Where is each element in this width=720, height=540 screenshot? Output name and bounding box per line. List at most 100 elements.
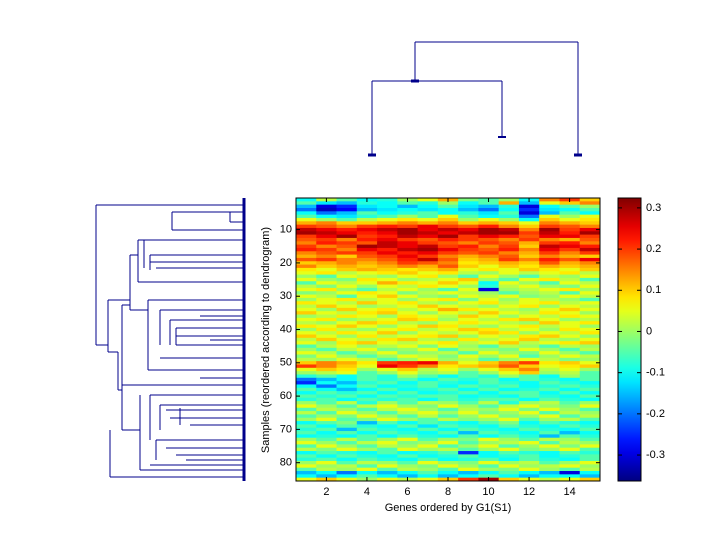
- heatmap-cell: [498, 441, 520, 445]
- heatmap-cell: [458, 434, 479, 439]
- heatmap-cell: [417, 281, 439, 285]
- heatmap-cell: [437, 211, 459, 216]
- heatmap-cell: [579, 404, 601, 409]
- heatmap-cell: [336, 261, 358, 265]
- heatmap-cell: [397, 327, 418, 332]
- heatmap-cell: [458, 334, 479, 339]
- heatmap-cell: [417, 384, 439, 389]
- heatmap-cell: [316, 301, 337, 305]
- heatmap-cell: [296, 204, 317, 209]
- heatmap-cell: [316, 367, 337, 372]
- heatmap-cell: [478, 237, 500, 242]
- heatmap-cell: [579, 241, 601, 246]
- heatmap-cell: [377, 367, 398, 372]
- heatmap-cell: [397, 364, 418, 369]
- heatmap-cell: [478, 357, 500, 362]
- heatmap-cell: [296, 347, 317, 352]
- heatmap-cell: [316, 314, 337, 319]
- heatmap-cell: [417, 427, 439, 432]
- heatmap-cell: [377, 427, 398, 432]
- heatmap-cell: [296, 224, 317, 229]
- heatmap-cell: [559, 214, 581, 219]
- heatmap-cell: [296, 377, 317, 382]
- heatmap-cell: [356, 224, 378, 229]
- heatmap-cell: [518, 354, 540, 359]
- heatmap-cell: [518, 437, 540, 442]
- heatmap-cell: [397, 387, 418, 392]
- heatmap-cell: [296, 401, 317, 405]
- heatmap-cell: [417, 457, 439, 462]
- heatmap-cell: [377, 254, 398, 259]
- heatmap-cell: [296, 354, 317, 359]
- heatmap-cell: [356, 461, 378, 465]
- heatmap-cell: [296, 407, 317, 412]
- heatmap-cell: [579, 454, 601, 459]
- heatmap-cell: [296, 321, 317, 325]
- heatmap-cell: [437, 247, 459, 252]
- heatmap-cell: [559, 237, 581, 242]
- heatmap-cell: [579, 444, 601, 449]
- heatmap-cell: [336, 284, 358, 289]
- heatmap-cell: [437, 271, 459, 275]
- heatmap-cell: [579, 294, 601, 299]
- heatmap-cell: [559, 311, 581, 315]
- heatmap-cell: [539, 198, 560, 202]
- heatmap-cell: [518, 364, 540, 369]
- heatmap-cell: [458, 454, 479, 459]
- heatmap-cell: [559, 417, 581, 422]
- heatmap-cell: [397, 447, 418, 452]
- heatmap-cell: [356, 287, 378, 292]
- heatmap-cell: [336, 471, 358, 475]
- heatmap-cell: [478, 441, 500, 445]
- heatmap-cell: [377, 314, 398, 319]
- heatmap-cell: [336, 461, 358, 465]
- heatmap-cell: [356, 274, 378, 279]
- heatmap-cell: [336, 427, 358, 432]
- heatmap-cell: [579, 457, 601, 462]
- heatmap-cell: [377, 417, 398, 422]
- heatmap-cell: [498, 404, 520, 409]
- heatmap-cell: [296, 364, 317, 369]
- heatmap-cell: [437, 474, 459, 479]
- heatmap-cell: [518, 377, 540, 382]
- heatmap-cell: [437, 404, 459, 409]
- heatmap-cell: [316, 281, 337, 285]
- heatmap-cell: [377, 324, 398, 329]
- heatmap-cell: [397, 357, 418, 362]
- heatmap-cell: [478, 341, 500, 345]
- heatmap-cell: [579, 414, 601, 419]
- heatmap-cell: [377, 464, 398, 469]
- heatmap-cell: [437, 304, 459, 309]
- heatmap-cell: [498, 457, 520, 462]
- heatmap-cell: [356, 394, 378, 399]
- heatmap-cell: [458, 397, 479, 402]
- heatmap-cell: [336, 344, 358, 349]
- heatmap-cell: [498, 231, 520, 236]
- heatmap-cell: [356, 414, 378, 419]
- heatmap-cell: [518, 411, 540, 415]
- heatmap-cell: [498, 281, 520, 285]
- heatmap-cell: [437, 417, 459, 422]
- heatmap-cell: [336, 354, 358, 359]
- heatmap-cell: [316, 247, 337, 252]
- heatmap-cell: [397, 241, 418, 246]
- heatmap-cell: [579, 271, 601, 275]
- y-tick-label: 70: [280, 423, 292, 435]
- heatmap-cell: [336, 441, 358, 445]
- heatmap-cell: [417, 344, 439, 349]
- heatmap-cell: [539, 247, 560, 252]
- heatmap-cell: [458, 337, 479, 342]
- heatmap-cell: [478, 371, 500, 375]
- heatmap-cell: [498, 341, 520, 345]
- heatmap-cell: [296, 357, 317, 362]
- heatmap-cell: [316, 291, 337, 295]
- heatmap-cell: [478, 367, 500, 372]
- heatmap-cell: [518, 227, 540, 232]
- heatmap-cell: [539, 311, 560, 315]
- heatmap-cell: [437, 254, 459, 259]
- heatmap-cell: [518, 457, 540, 462]
- heatmap-cell: [559, 234, 581, 239]
- heatmap-cell: [417, 411, 439, 415]
- heatmap-cell: [498, 291, 520, 295]
- heatmap-cell: [539, 291, 560, 295]
